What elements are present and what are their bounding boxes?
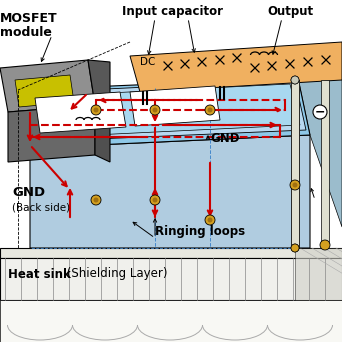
Circle shape: [153, 197, 158, 202]
Text: Input capacitor: Input capacitor: [121, 5, 223, 18]
Circle shape: [205, 215, 215, 225]
Polygon shape: [0, 258, 342, 300]
Circle shape: [290, 180, 300, 190]
Circle shape: [91, 105, 101, 115]
Text: DC: DC: [140, 57, 155, 67]
Circle shape: [208, 107, 212, 113]
Polygon shape: [0, 248, 342, 258]
Polygon shape: [0, 300, 342, 342]
Circle shape: [208, 218, 212, 223]
Polygon shape: [295, 248, 342, 300]
Polygon shape: [298, 70, 342, 227]
Polygon shape: [28, 84, 300, 138]
Polygon shape: [35, 92, 126, 133]
Text: MOSFET: MOSFET: [0, 12, 57, 25]
Circle shape: [320, 240, 330, 250]
Text: module: module: [0, 26, 52, 39]
Text: (Back side): (Back side): [12, 203, 70, 213]
Circle shape: [205, 105, 215, 115]
Circle shape: [291, 76, 299, 84]
Text: −: −: [315, 105, 325, 118]
Circle shape: [292, 183, 298, 187]
Text: Ringing loops: Ringing loops: [155, 225, 245, 238]
Polygon shape: [30, 135, 310, 248]
Polygon shape: [18, 78, 310, 148]
Polygon shape: [321, 80, 329, 245]
Polygon shape: [8, 105, 95, 162]
Polygon shape: [22, 80, 306, 142]
Polygon shape: [0, 60, 95, 112]
Circle shape: [93, 107, 98, 113]
Text: GND: GND: [210, 132, 239, 145]
Polygon shape: [291, 80, 299, 248]
Circle shape: [150, 195, 160, 205]
Text: Heat sink: Heat sink: [8, 267, 71, 280]
Polygon shape: [130, 86, 220, 126]
Circle shape: [291, 244, 299, 252]
Polygon shape: [95, 105, 110, 162]
Text: (Shielding Layer): (Shielding Layer): [63, 267, 168, 280]
Text: Output: Output: [267, 5, 313, 18]
Polygon shape: [88, 60, 110, 112]
Circle shape: [153, 107, 158, 113]
Circle shape: [291, 76, 299, 84]
Circle shape: [91, 195, 101, 205]
Text: GND: GND: [12, 185, 45, 198]
Circle shape: [93, 197, 98, 202]
Circle shape: [150, 105, 160, 115]
Polygon shape: [130, 42, 342, 92]
Circle shape: [291, 244, 299, 252]
Polygon shape: [291, 80, 299, 248]
Circle shape: [313, 105, 327, 119]
Polygon shape: [15, 75, 74, 107]
